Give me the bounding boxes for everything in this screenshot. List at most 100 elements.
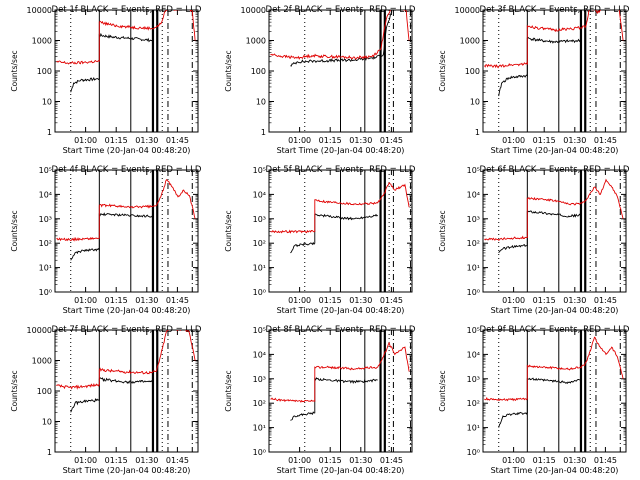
y-tick-label: 10⁵ bbox=[253, 326, 266, 335]
y-tick-label: 10⁵ bbox=[467, 166, 480, 175]
x-axis-label: Start Time (20-Jan-04 00:48:20) bbox=[491, 466, 619, 475]
x-tick-label: 01:00 bbox=[502, 456, 525, 465]
y-tick-label: 10¹ bbox=[39, 264, 52, 273]
series-events-line bbox=[70, 377, 153, 413]
plot-frame bbox=[54, 169, 199, 293]
y-axis-label: Counts/sec bbox=[438, 210, 447, 251]
chart-title: Det 2f BLACK = Events, RED = LLD bbox=[266, 5, 416, 15]
chart-panel-3: 1 10 100 1000 10000 01:00 01:15 01:30 01:45 Det 3… bbox=[438, 5, 630, 155]
plot-frame bbox=[54, 9, 199, 133]
y-tick-label: 1000 bbox=[32, 37, 52, 46]
x-tick-label: 01:30 bbox=[563, 296, 586, 305]
y-tick-label: 10⁵ bbox=[467, 326, 480, 335]
y-tick-label: 10⁰ bbox=[253, 448, 266, 457]
series-events-line bbox=[498, 210, 581, 254]
series-events-line bbox=[70, 212, 153, 261]
x-tick-label: 01:15 bbox=[105, 136, 128, 145]
x-tick-label: 01:15 bbox=[105, 456, 128, 465]
y-tick-label: 10³ bbox=[253, 375, 266, 384]
x-tick-label: 01:45 bbox=[166, 296, 189, 305]
x-tick-label: 01:15 bbox=[533, 136, 556, 145]
y-tick-label: 1000 bbox=[246, 37, 266, 46]
chart-title: Det 1f BLACK = Events, RED = LLD bbox=[52, 5, 202, 15]
y-tick-label: 10000 bbox=[27, 6, 52, 15]
x-axis-label: Start Time (20-Jan-04 00:48:20) bbox=[277, 306, 405, 315]
x-tick-label: 01:30 bbox=[349, 136, 372, 145]
y-axis-label: Counts/sec bbox=[10, 210, 19, 251]
series-lld-line bbox=[270, 10, 410, 60]
x-tick-label: 01:45 bbox=[594, 456, 617, 465]
y-tick-label: 10² bbox=[39, 239, 52, 248]
series-lld-line bbox=[56, 330, 196, 390]
x-tick-label: 01:00 bbox=[74, 296, 97, 305]
y-axis-label: Counts/sec bbox=[438, 50, 447, 91]
x-tick-label: 01:15 bbox=[319, 296, 342, 305]
y-tick-label: 10 bbox=[470, 98, 480, 107]
x-tick-label: 01:00 bbox=[288, 296, 311, 305]
chart-panel-7: 1 10 100 1000 10000 01:00 01:15 01:30 01:45 Det 7… bbox=[10, 325, 202, 475]
y-tick-label: 10¹ bbox=[253, 264, 266, 273]
x-tick-label: 01:15 bbox=[319, 456, 342, 465]
y-tick-label: 10³ bbox=[253, 215, 266, 224]
y-tick-label: 1 bbox=[47, 128, 52, 137]
y-tick-label: 10³ bbox=[39, 215, 52, 224]
y-axis-label: Counts/sec bbox=[224, 210, 233, 251]
plot-frame bbox=[482, 329, 627, 453]
x-tick-label: 01:45 bbox=[166, 456, 189, 465]
chart-title: Det 8f BLACK = Events, RED = LLD bbox=[266, 325, 416, 335]
y-axis-label: Counts/sec bbox=[224, 370, 233, 411]
x-tick-label: 01:00 bbox=[288, 456, 311, 465]
x-axis-label: Start Time (20-Jan-04 00:48:20) bbox=[63, 306, 191, 315]
y-axis-label: Counts/sec bbox=[10, 50, 19, 91]
chart-panel-5: 10⁰ 10¹ 10² 10³ 10⁴ 10⁵ 01:00 01:15 01:30 01:45 De… bbox=[224, 165, 416, 315]
x-tick-label: 01:30 bbox=[349, 296, 372, 305]
x-axis-label: Start Time (20-Jan-04 00:48:20) bbox=[63, 146, 191, 155]
y-tick-label: 10⁵ bbox=[39, 166, 52, 175]
y-tick-label: 10 bbox=[42, 418, 52, 427]
chart-title: Det 4f BLACK = Events, RED = LLD bbox=[52, 165, 202, 175]
chart-title: Det 9f BLACK = Events, RED = LLD bbox=[480, 325, 630, 335]
x-tick-label: 01:30 bbox=[135, 136, 158, 145]
x-tick-label: 01:15 bbox=[105, 296, 128, 305]
chart-panel-6: 10⁰ 10¹ 10² 10³ 10⁴ 10⁵ 01:00 01:15 01:30 01:45 De… bbox=[438, 165, 630, 315]
y-tick-label: 100 bbox=[37, 387, 52, 396]
x-axis-label: Start Time (20-Jan-04 00:48:20) bbox=[277, 146, 405, 155]
series-lld-line bbox=[56, 10, 196, 65]
y-tick-label: 10³ bbox=[467, 375, 480, 384]
x-tick-label: 01:45 bbox=[594, 136, 617, 145]
y-tick-label: 10⁰ bbox=[253, 288, 266, 297]
x-tick-label: 01:45 bbox=[380, 296, 403, 305]
x-tick-label: 01:30 bbox=[135, 456, 158, 465]
y-tick-label: 10² bbox=[467, 399, 480, 408]
y-tick-label: 10 bbox=[42, 98, 52, 107]
x-tick-label: 01:45 bbox=[594, 296, 617, 305]
y-tick-label: 10⁴ bbox=[39, 190, 52, 199]
series-lld-line bbox=[56, 178, 196, 242]
chart-panel-8: 10⁰ 10¹ 10² 10³ 10⁴ 10⁵ 01:00 01:15 01:30 01:45 De… bbox=[224, 325, 416, 475]
plot-frame bbox=[482, 9, 627, 133]
y-axis-label: Counts/sec bbox=[10, 370, 19, 411]
series-lld-line bbox=[484, 178, 624, 242]
x-tick-label: 01:15 bbox=[533, 456, 556, 465]
y-tick-label: 10¹ bbox=[467, 424, 480, 433]
y-tick-label: 100 bbox=[37, 67, 52, 76]
x-tick-label: 01:00 bbox=[502, 136, 525, 145]
x-tick-label: 01:45 bbox=[380, 136, 403, 145]
x-tick-label: 01:00 bbox=[502, 296, 525, 305]
y-tick-label: 10 bbox=[256, 98, 266, 107]
series-lld-line bbox=[484, 336, 624, 402]
x-axis-label: Start Time (20-Jan-04 00:48:20) bbox=[491, 146, 619, 155]
series-events-line bbox=[498, 36, 581, 97]
chart-panel-9: 10⁰ 10¹ 10² 10³ 10⁴ 10⁵ 01:00 01:15 01:30 01:45 De… bbox=[438, 325, 630, 475]
y-tick-label: 10000 bbox=[27, 326, 52, 335]
x-tick-label: 01:00 bbox=[288, 136, 311, 145]
y-tick-label: 1 bbox=[47, 448, 52, 457]
chart-title: Det 6f BLACK = Events, RED = LLD bbox=[480, 165, 630, 175]
y-tick-label: 10² bbox=[467, 239, 480, 248]
chart-panel-1: 1 10 100 1000 10000 01:00 01:15 01:30 01:45 Det 1… bbox=[10, 5, 202, 155]
x-tick-label: 01:30 bbox=[563, 456, 586, 465]
y-tick-label: 1000 bbox=[32, 357, 52, 366]
y-tick-label: 10² bbox=[253, 399, 266, 408]
y-tick-label: 10⁰ bbox=[467, 288, 480, 297]
